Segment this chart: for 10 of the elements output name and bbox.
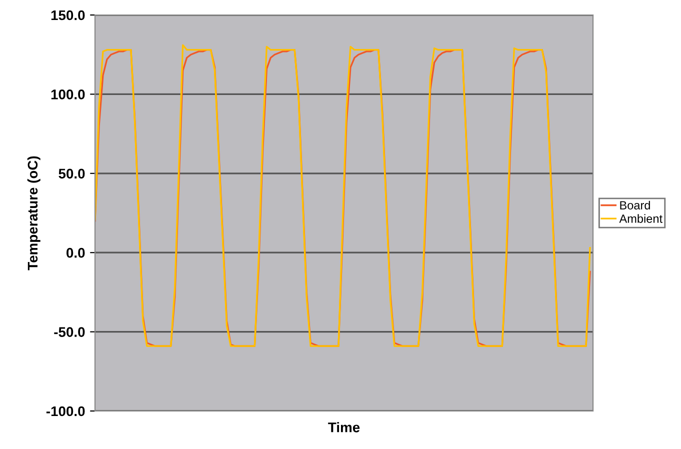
y-tick-label: 150.0 xyxy=(51,10,85,20)
y-tick-label: 50.0 xyxy=(58,168,85,179)
y-tick-label: -50.0 xyxy=(54,327,85,337)
legend-label: Board xyxy=(620,200,650,210)
legend-label: Ambient xyxy=(619,214,662,223)
y-tick-label: 100.0 xyxy=(51,90,85,100)
x-axis-title: Time xyxy=(328,422,360,432)
y-axis-title: Temperature (oC) xyxy=(27,156,40,270)
y-tick-label: -100.0 xyxy=(46,406,85,416)
y-tick-label: 0.0 xyxy=(66,248,85,258)
